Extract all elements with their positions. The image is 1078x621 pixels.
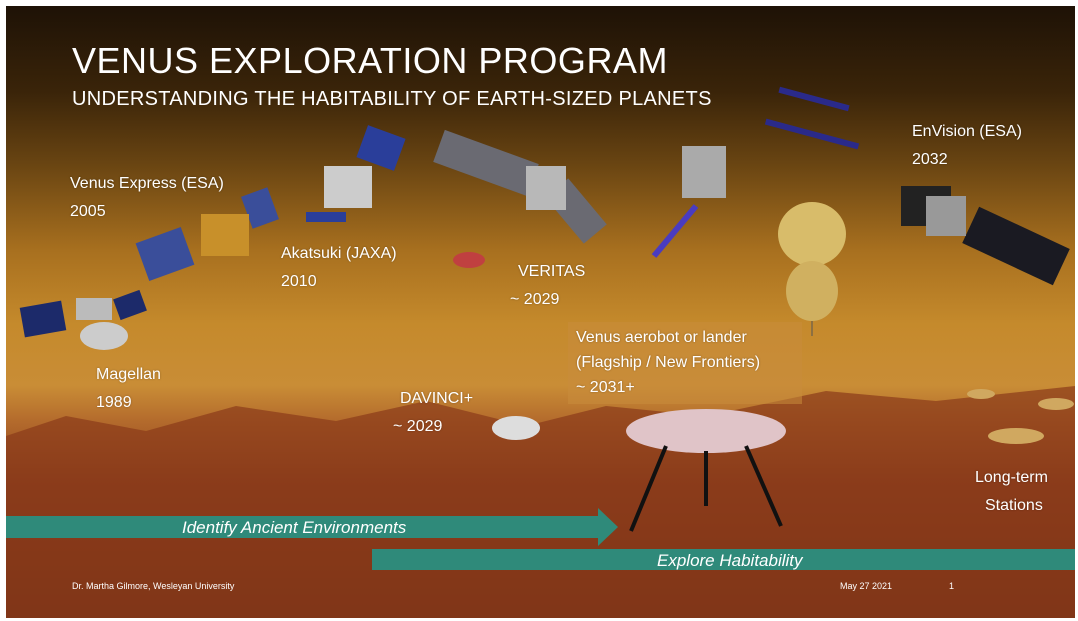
page: {"header": {"title": "VENUS EXPLORATION … [0, 0, 1078, 621]
slide-subtitle: UNDERSTANDING THE HABITABILITY OF EARTH-… [72, 88, 712, 111]
mission-label: Venus Express (ESA) [70, 172, 224, 196]
mission-label: EnVision (ESA) [912, 120, 1022, 144]
heatshield [453, 252, 485, 268]
slide: VENUS EXPLORATION PROGRAM UNDERSTANDING … [6, 6, 1075, 618]
slide-title: VENUS EXPLORATION PROGRAM [72, 40, 668, 82]
probe [492, 416, 540, 440]
arrow-label: Explore Habitability [657, 551, 803, 571]
station [967, 389, 995, 399]
mission-label: Long-term [975, 466, 1048, 490]
mission-label: 2010 [281, 270, 317, 294]
mission-label: Venus aerobot or lander [576, 326, 747, 350]
mission-label: 2005 [70, 200, 106, 224]
spacecraft [306, 125, 406, 222]
mission-label: VERITAS [518, 260, 585, 284]
arrow-label: Identify Ancient Environments [182, 518, 406, 538]
mission-label: DAVINCI+ [400, 387, 473, 411]
page-number: 1 [949, 581, 954, 591]
station [1038, 398, 1074, 410]
balloon [778, 202, 846, 336]
mission-label: 2032 [912, 148, 948, 172]
mission-label: Akatsuki (JAXA) [281, 242, 397, 266]
mission-label: Stations [985, 494, 1043, 518]
spacecraft [433, 130, 607, 244]
spacecraft [765, 87, 859, 150]
footer-date: May 27 2021 [840, 581, 892, 591]
mission-label: 1989 [96, 391, 132, 415]
spacecraft [654, 146, 726, 256]
mission-label: ~ 2029 [393, 415, 442, 439]
mission-label: Magellan [96, 363, 161, 387]
spacecraft [901, 186, 1070, 285]
spacecraft [136, 187, 279, 281]
mission-label: ~ 2029 [510, 288, 559, 312]
spacecraft [20, 290, 147, 350]
mission-label: (Flagship / New Frontiers) [576, 351, 760, 375]
footer-author: Dr. Martha Gilmore, Wesleyan University [72, 581, 234, 591]
station [988, 428, 1044, 444]
mission-label: ~ 2031+ [576, 376, 635, 400]
